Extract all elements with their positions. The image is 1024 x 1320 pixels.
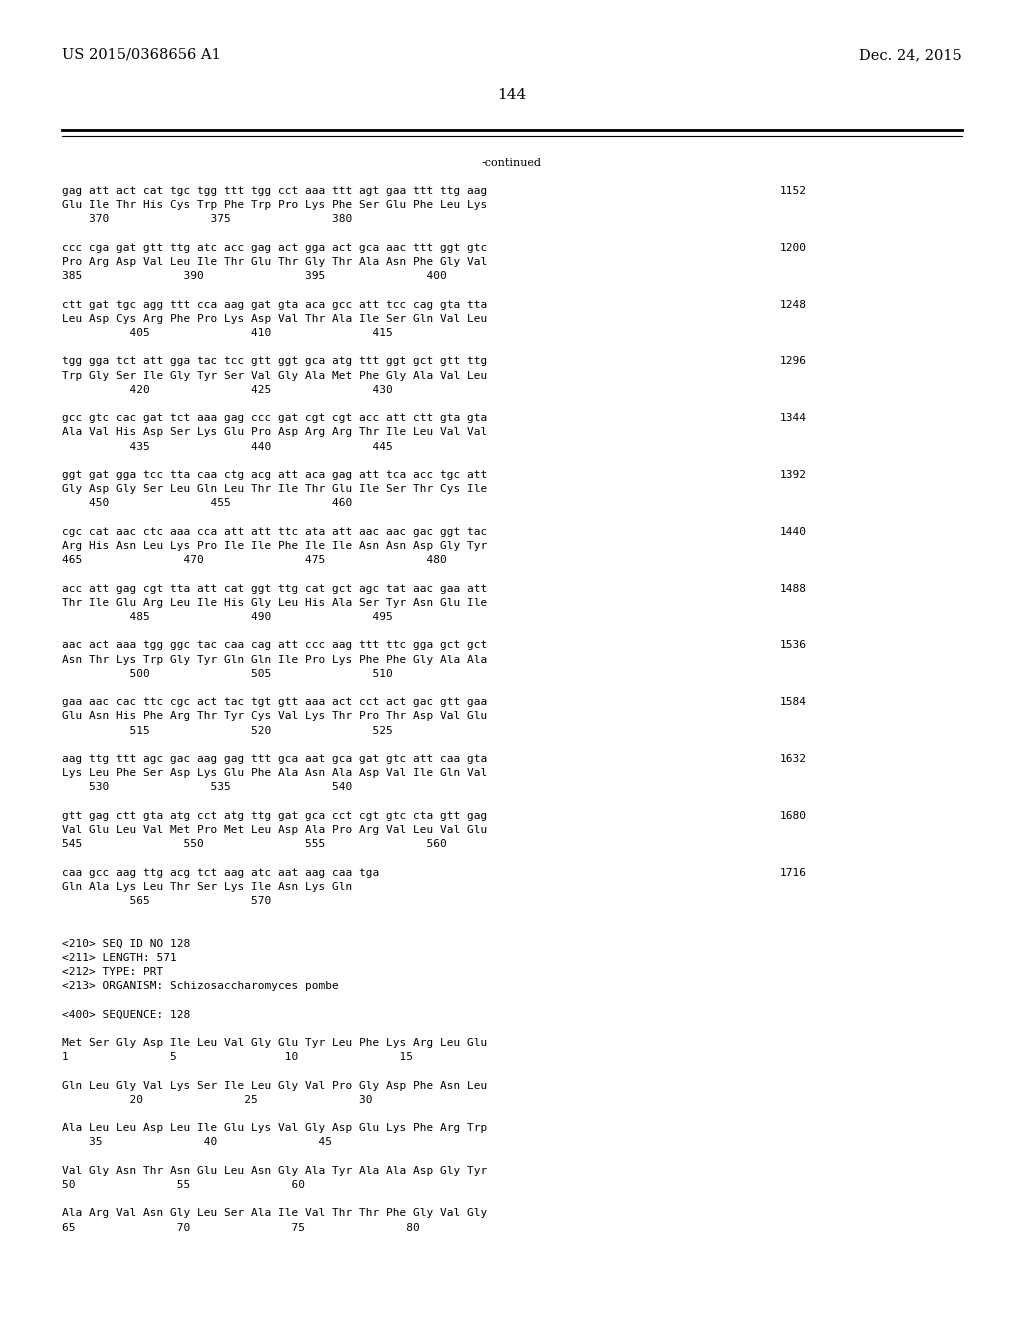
Text: Gly Asp Gly Ser Leu Gln Leu Thr Ile Thr Glu Ile Ser Thr Cys Ile: Gly Asp Gly Ser Leu Gln Leu Thr Ile Thr … (62, 484, 487, 494)
Text: Glu Ile Thr His Cys Trp Phe Trp Pro Lys Phe Ser Glu Phe Leu Lys: Glu Ile Thr His Cys Trp Phe Trp Pro Lys … (62, 201, 487, 210)
Text: 1536: 1536 (780, 640, 807, 651)
Text: aac act aaa tgg ggc tac caa cag att ccc aag ttt ttc gga gct gct: aac act aaa tgg ggc tac caa cag att ccc … (62, 640, 487, 651)
Text: 50               55               60: 50 55 60 (62, 1180, 305, 1191)
Text: <210> SEQ ID NO 128: <210> SEQ ID NO 128 (62, 939, 190, 949)
Text: gtt gag ctt gta atg cct atg ttg gat gca cct cgt gtc cta gtt gag: gtt gag ctt gta atg cct atg ttg gat gca … (62, 810, 487, 821)
Text: 435               440               445: 435 440 445 (62, 442, 393, 451)
Text: -continued: -continued (482, 158, 542, 168)
Text: 1152: 1152 (780, 186, 807, 195)
Text: 1632: 1632 (780, 754, 807, 764)
Text: 500               505               510: 500 505 510 (62, 669, 393, 678)
Text: Val Glu Leu Val Met Pro Met Leu Asp Ala Pro Arg Val Leu Val Glu: Val Glu Leu Val Met Pro Met Leu Asp Ala … (62, 825, 487, 836)
Text: 545               550               555               560: 545 550 555 560 (62, 840, 446, 849)
Text: 1440: 1440 (780, 527, 807, 537)
Text: aag ttg ttt agc gac aag gag ttt gca aat gca gat gtc att caa gta: aag ttg ttt agc gac aag gag ttt gca aat … (62, 754, 487, 764)
Text: 485               490               495: 485 490 495 (62, 612, 393, 622)
Text: Dec. 24, 2015: Dec. 24, 2015 (859, 48, 962, 62)
Text: 35               40               45: 35 40 45 (62, 1138, 332, 1147)
Text: gcc gtc cac gat tct aaa gag ccc gat cgt cgt acc att ctt gta gta: gcc gtc cac gat tct aaa gag ccc gat cgt … (62, 413, 487, 424)
Text: caa gcc aag ttg acg tct aag atc aat aag caa tga: caa gcc aag ttg acg tct aag atc aat aag … (62, 867, 379, 878)
Text: 1296: 1296 (780, 356, 807, 367)
Text: Lys Leu Phe Ser Asp Lys Glu Phe Ala Asn Ala Asp Val Ile Gln Val: Lys Leu Phe Ser Asp Lys Glu Phe Ala Asn … (62, 768, 487, 779)
Text: 65               70               75               80: 65 70 75 80 (62, 1222, 420, 1233)
Text: Gln Leu Gly Val Lys Ser Ile Leu Gly Val Pro Gly Asp Phe Asn Leu: Gln Leu Gly Val Lys Ser Ile Leu Gly Val … (62, 1081, 487, 1090)
Text: Ala Arg Val Asn Gly Leu Ser Ala Ile Val Thr Thr Phe Gly Val Gly: Ala Arg Val Asn Gly Leu Ser Ala Ile Val … (62, 1208, 487, 1218)
Text: Met Ser Gly Asp Ile Leu Val Gly Glu Tyr Leu Phe Lys Arg Leu Glu: Met Ser Gly Asp Ile Leu Val Gly Glu Tyr … (62, 1038, 487, 1048)
Text: Arg His Asn Leu Lys Pro Ile Ile Phe Ile Ile Asn Asn Asp Gly Tyr: Arg His Asn Leu Lys Pro Ile Ile Phe Ile … (62, 541, 487, 550)
Text: 1248: 1248 (780, 300, 807, 310)
Text: ccc cga gat gtt ttg atc acc gag act gga act gca aac ttt ggt gtc: ccc cga gat gtt ttg atc acc gag act gga … (62, 243, 487, 253)
Text: Trp Gly Ser Ile Gly Tyr Ser Val Gly Ala Met Phe Gly Ala Val Leu: Trp Gly Ser Ile Gly Tyr Ser Val Gly Ala … (62, 371, 487, 380)
Text: 1488: 1488 (780, 583, 807, 594)
Text: 1344: 1344 (780, 413, 807, 424)
Text: 370               375               380: 370 375 380 (62, 214, 352, 224)
Text: ctt gat tgc agg ttt cca aag gat gta aca gcc att tcc cag gta tta: ctt gat tgc agg ttt cca aag gat gta aca … (62, 300, 487, 310)
Text: 1716: 1716 (780, 867, 807, 878)
Text: Glu Asn His Phe Arg Thr Tyr Cys Val Lys Thr Pro Thr Asp Val Glu: Glu Asn His Phe Arg Thr Tyr Cys Val Lys … (62, 711, 487, 722)
Text: 1680: 1680 (780, 810, 807, 821)
Text: 405               410               415: 405 410 415 (62, 327, 393, 338)
Text: Ala Leu Leu Asp Leu Ile Glu Lys Val Gly Asp Glu Lys Phe Arg Trp: Ala Leu Leu Asp Leu Ile Glu Lys Val Gly … (62, 1123, 487, 1133)
Text: acc att gag cgt tta att cat ggt ttg cat gct agc tat aac gaa att: acc att gag cgt tta att cat ggt ttg cat … (62, 583, 487, 594)
Text: Pro Arg Asp Val Leu Ile Thr Glu Thr Gly Thr Ala Asn Phe Gly Val: Pro Arg Asp Val Leu Ile Thr Glu Thr Gly … (62, 257, 487, 267)
Text: <212> TYPE: PRT: <212> TYPE: PRT (62, 968, 163, 977)
Text: cgc cat aac ctc aaa cca att att ttc ata att aac aac gac ggt tac: cgc cat aac ctc aaa cca att att ttc ata … (62, 527, 487, 537)
Text: Gln Ala Lys Leu Thr Ser Lys Ile Asn Lys Gln: Gln Ala Lys Leu Thr Ser Lys Ile Asn Lys … (62, 882, 352, 892)
Text: 515               520               525: 515 520 525 (62, 726, 393, 735)
Text: 1392: 1392 (780, 470, 807, 480)
Text: 1584: 1584 (780, 697, 807, 708)
Text: 144: 144 (498, 88, 526, 102)
Text: 450               455               460: 450 455 460 (62, 499, 352, 508)
Text: Thr Ile Glu Arg Leu Ile His Gly Leu His Ala Ser Tyr Asn Glu Ile: Thr Ile Glu Arg Leu Ile His Gly Leu His … (62, 598, 487, 607)
Text: 385               390               395               400: 385 390 395 400 (62, 271, 446, 281)
Text: Ala Val His Asp Ser Lys Glu Pro Asp Arg Arg Thr Ile Leu Val Val: Ala Val His Asp Ser Lys Glu Pro Asp Arg … (62, 428, 487, 437)
Text: 465               470               475               480: 465 470 475 480 (62, 556, 446, 565)
Text: tgg gga tct att gga tac tcc gtt ggt gca atg ttt ggt gct gtt ttg: tgg gga tct att gga tac tcc gtt ggt gca … (62, 356, 487, 367)
Text: <211> LENGTH: 571: <211> LENGTH: 571 (62, 953, 177, 962)
Text: 530               535               540: 530 535 540 (62, 783, 352, 792)
Text: US 2015/0368656 A1: US 2015/0368656 A1 (62, 48, 221, 62)
Text: Leu Asp Cys Arg Phe Pro Lys Asp Val Thr Ala Ile Ser Gln Val Leu: Leu Asp Cys Arg Phe Pro Lys Asp Val Thr … (62, 314, 487, 323)
Text: 565               570: 565 570 (62, 896, 271, 906)
Text: <400> SEQUENCE: 128: <400> SEQUENCE: 128 (62, 1010, 190, 1019)
Text: ggt gat gga tcc tta caa ctg acg att aca gag att tca acc tgc att: ggt gat gga tcc tta caa ctg acg att aca … (62, 470, 487, 480)
Text: Val Gly Asn Thr Asn Glu Leu Asn Gly Ala Tyr Ala Ala Asp Gly Tyr: Val Gly Asn Thr Asn Glu Leu Asn Gly Ala … (62, 1166, 487, 1176)
Text: 1200: 1200 (780, 243, 807, 253)
Text: 1               5                10               15: 1 5 10 15 (62, 1052, 413, 1063)
Text: 20               25               30: 20 25 30 (62, 1094, 373, 1105)
Text: <213> ORGANISM: Schizosaccharomyces pombe: <213> ORGANISM: Schizosaccharomyces pomb… (62, 981, 339, 991)
Text: gag att act cat tgc tgg ttt tgg cct aaa ttt agt gaa ttt ttg aag: gag att act cat tgc tgg ttt tgg cct aaa … (62, 186, 487, 195)
Text: 420               425               430: 420 425 430 (62, 385, 393, 395)
Text: gaa aac cac ttc cgc act tac tgt gtt aaa act cct act gac gtt gaa: gaa aac cac ttc cgc act tac tgt gtt aaa … (62, 697, 487, 708)
Text: Asn Thr Lys Trp Gly Tyr Gln Gln Ile Pro Lys Phe Phe Gly Ala Ala: Asn Thr Lys Trp Gly Tyr Gln Gln Ile Pro … (62, 655, 487, 664)
